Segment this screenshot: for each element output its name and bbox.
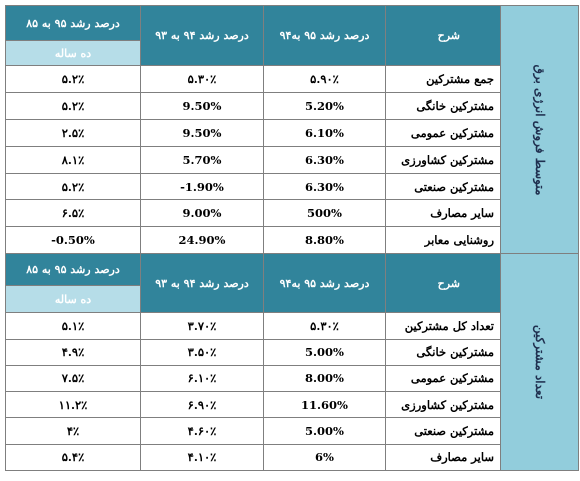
- cell-value: ۴.۹٪: [5, 338, 141, 366]
- data-row: روشنایی معابر 8.80% 24.90% -0.50%: [5, 226, 579, 255]
- cell-value: ۶.۱۰٪: [140, 364, 264, 393]
- data-row: مشترکین کشاورزی 11.60% ۶.۹۰٪ ۱۱.۲٪: [5, 391, 579, 419]
- column-subheader: ده ساله: [5, 285, 141, 314]
- cell-value: ۵.۳۰٪: [263, 312, 386, 340]
- cell-value: 9.00%: [140, 199, 264, 228]
- cell-value: 6%: [263, 443, 386, 472]
- header-row: متوسط فروش انرژی برق شرح درصد رشد ۹۵ به۹۴ د…: [5, 4, 579, 255]
- data-row: تعداد کل مشترکین ۵.۳۰٪ ۳.۷۰٪ ۵.۱٪: [5, 312, 579, 340]
- row-label: مشترکین صنعتی: [385, 417, 501, 445]
- cell-value: 24.90%: [140, 226, 264, 255]
- column-header: درصد رشد ۹۵ به۹۴: [263, 5, 386, 66]
- side-label: تعداد مشترکین: [532, 325, 547, 400]
- cell-value: ۸.۱٪: [5, 145, 141, 174]
- cell-value: ۴.۶۰٪: [140, 417, 264, 445]
- cell-value: 8.80%: [263, 226, 386, 255]
- column-header: درصد رشد ۹۵ به ۸۵: [5, 5, 141, 41]
- cell-value: 9.50%: [140, 118, 264, 147]
- row-label: مشترکین عمومی: [385, 118, 501, 147]
- cell-value: ۵.۳۰٪: [140, 65, 264, 93]
- row-label: روشنایی معابر: [385, 226, 501, 255]
- row-label: مشترکین خانگی: [385, 91, 501, 120]
- column-subheader: ده ساله: [5, 40, 141, 66]
- cell-value: 6.30%: [263, 172, 386, 201]
- data-row: سایر مصارف 6% ۴.۱۰٪ ۵.۴٪: [5, 443, 579, 472]
- row-label: سایر مصارف: [385, 199, 501, 228]
- cell-value: ۵.۲٪: [5, 91, 141, 120]
- cell-value: ۴.۱۰٪: [140, 443, 264, 472]
- cell-value: 6.10%: [263, 118, 386, 147]
- data-row: مشترکین صنعتی 6.30% -1.90% ۵.۲٪: [5, 172, 579, 201]
- cell-value: ۵.۲٪: [5, 65, 141, 93]
- column-header: شرح: [385, 253, 501, 314]
- side-label: متوسط فروش انرژی برق: [532, 64, 547, 195]
- column-header: درصد رشد ۹۵ به ۸۵: [5, 253, 141, 287]
- cell-value: 8.00%: [263, 364, 386, 393]
- row-label: مشترکین کشاورزی: [385, 145, 501, 174]
- cell-value: ۵.۱٪: [5, 312, 141, 340]
- data-row: مشترکین کشاورزی 6.30% 5.70% ۸.۱٪: [5, 145, 579, 174]
- cell-value: ۵.۹۰٪: [263, 65, 386, 93]
- subheader-row: ده ساله: [5, 40, 579, 66]
- side-label-cell: تعداد مشترکین: [500, 253, 579, 472]
- data-table: متوسط فروش انرژی برق شرح درصد رشد ۹۵ به۹۴ د…: [5, 4, 579, 472]
- column-header: شرح: [385, 5, 501, 66]
- data-row: سایر مصارف 500% 9.00% ۶.۵٪: [5, 199, 579, 228]
- row-label: تعداد کل مشترکین: [385, 312, 501, 340]
- cell-value: 5.70%: [140, 145, 264, 174]
- cell-value: ۲.۵٪: [5, 118, 141, 147]
- cell-value: ۵.۲٪: [5, 172, 141, 201]
- row-label: جمع مشترکین: [385, 65, 501, 93]
- column-header: درصد رشد ۹۵ به۹۴: [263, 253, 386, 314]
- data-row: مشترکین عمومی 8.00% ۶.۱۰٪ ۷.۵٪: [5, 364, 579, 393]
- row-label: مشترکین صنعتی: [385, 172, 501, 201]
- data-row: مشترکین صنعتی 5.00% ۴.۶۰٪ ۴٪: [5, 417, 579, 445]
- cell-value: ۳.۷۰٪: [140, 312, 264, 340]
- cell-value: 500%: [263, 199, 386, 228]
- cell-value: 5.00%: [263, 417, 386, 445]
- cell-value: 6.30%: [263, 145, 386, 174]
- cell-value: ۶.۹۰٪: [140, 391, 264, 419]
- data-row: جمع مشترکین ۵.۹۰٪ ۵.۳۰٪ ۵.۲٪: [5, 65, 579, 93]
- cell-value: ۶.۵٪: [5, 199, 141, 228]
- cell-value: -1.90%: [140, 172, 264, 201]
- cell-value: ۱۱.۲٪: [5, 391, 141, 419]
- cell-value: 5.20%: [263, 91, 386, 120]
- row-label: مشترکین کشاورزی: [385, 391, 501, 419]
- header-row: تعداد مشترکین شرح درصد رشد ۹۵ به۹۴ درصد رشد…: [5, 253, 579, 472]
- cell-value: -0.50%: [5, 226, 141, 255]
- cell-value: ۵.۴٪: [5, 443, 141, 472]
- column-header: درصد رشد ۹۴ به ۹۳: [140, 5, 264, 66]
- column-header: درصد رشد ۹۴ به ۹۳: [140, 253, 264, 314]
- row-label: سایر مصارف: [385, 443, 501, 472]
- side-label-cell: متوسط فروش انرژی برق: [500, 4, 579, 255]
- cell-value: 5.00%: [263, 338, 386, 366]
- data-row: مشترکین عمومی 6.10% 9.50% ۲.۵٪: [5, 118, 579, 147]
- cell-value: ۳.۵۰٪: [140, 338, 264, 366]
- data-row: مشترکین خانگی 5.20% 9.50% ۵.۲٪: [5, 91, 579, 120]
- data-row: مشترکین خانگی 5.00% ۳.۵۰٪ ۴.۹٪: [5, 338, 579, 366]
- cell-value: ۷.۵٪: [5, 364, 141, 393]
- cell-value: ۴٪: [5, 417, 141, 445]
- cell-value: 11.60%: [263, 391, 386, 419]
- row-label: مشترکین عمومی: [385, 364, 501, 393]
- cell-value: 9.50%: [140, 91, 264, 120]
- row-label: مشترکین خانگی: [385, 338, 501, 366]
